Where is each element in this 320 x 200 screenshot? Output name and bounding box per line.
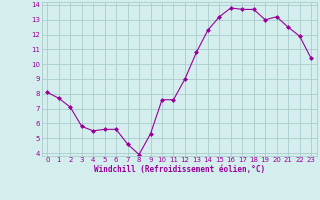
X-axis label: Windchill (Refroidissement éolien,°C): Windchill (Refroidissement éolien,°C) [94,165,265,174]
